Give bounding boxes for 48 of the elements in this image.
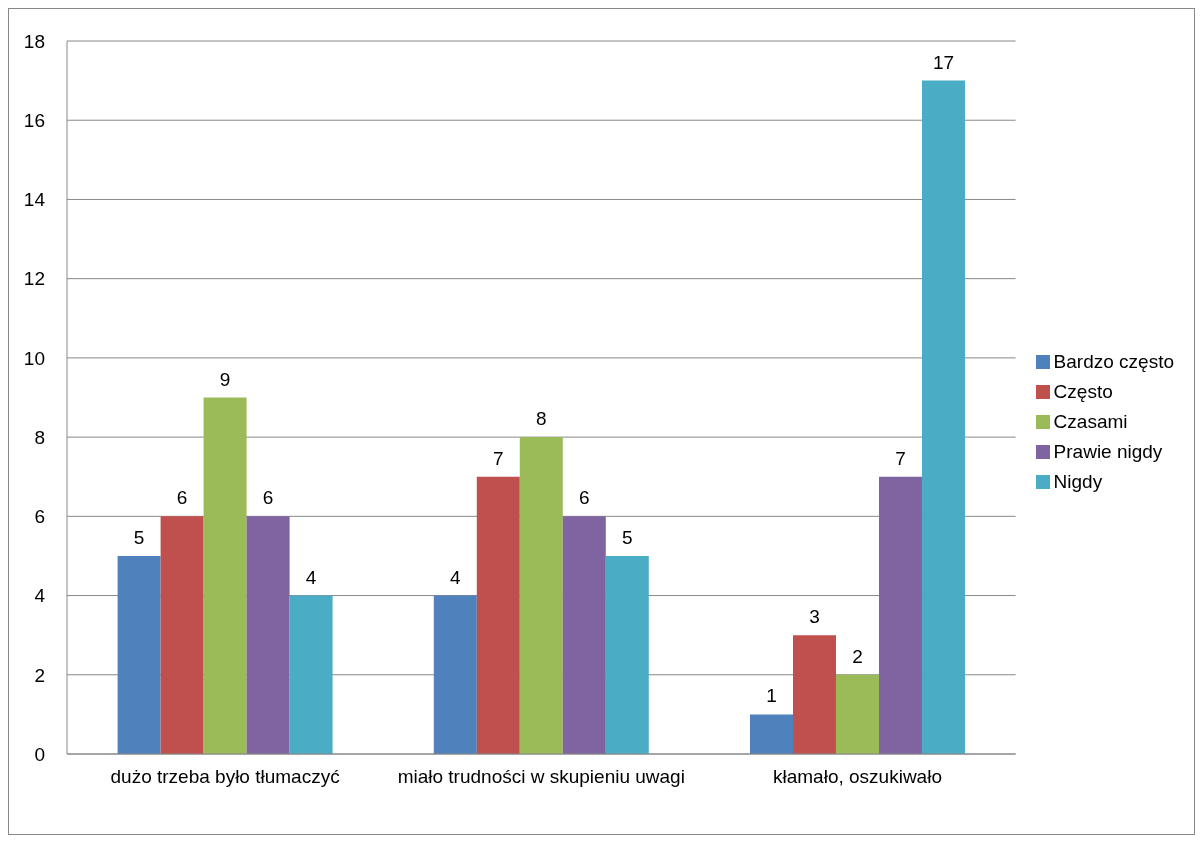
bar bbox=[476, 476, 520, 754]
y-tick-label: 16 bbox=[23, 109, 45, 131]
data-label: 7 bbox=[493, 447, 504, 469]
x-tick-label: dużo trzeba było tłumaczyć bbox=[110, 766, 340, 788]
legend-label: Czasami bbox=[1053, 410, 1128, 432]
data-label: 8 bbox=[536, 408, 547, 430]
bar bbox=[878, 476, 922, 754]
bar bbox=[160, 516, 204, 754]
bar bbox=[921, 80, 965, 754]
data-label: 4 bbox=[305, 566, 317, 588]
bar bbox=[605, 555, 649, 754]
bar bbox=[117, 555, 161, 754]
legend-label: Prawie nigdy bbox=[1053, 440, 1163, 462]
data-label: 2 bbox=[852, 645, 863, 667]
y-tick-label: 12 bbox=[23, 268, 45, 290]
bar bbox=[246, 516, 290, 754]
data-label: 6 bbox=[579, 487, 590, 509]
x-tick-label: miało trudności w skupieniu uwagi bbox=[397, 766, 685, 788]
data-label: 5 bbox=[622, 526, 633, 548]
bar bbox=[749, 714, 793, 754]
legend-label: Nigdy bbox=[1053, 470, 1103, 492]
data-label: 6 bbox=[176, 487, 188, 509]
data-label: 5 bbox=[133, 526, 145, 548]
y-tick-label: 4 bbox=[34, 585, 46, 607]
data-label: 9 bbox=[219, 368, 231, 390]
data-label: 7 bbox=[895, 447, 906, 469]
bar bbox=[433, 595, 477, 754]
data-label: 1 bbox=[766, 685, 777, 707]
legend-label: Często bbox=[1053, 380, 1113, 402]
data-label: 4 bbox=[450, 566, 461, 588]
bar bbox=[519, 437, 563, 754]
bar bbox=[835, 674, 879, 754]
y-tick-label: 14 bbox=[23, 189, 46, 211]
y-tick-label: 18 bbox=[23, 30, 45, 52]
bar bbox=[562, 516, 606, 754]
data-label: 17 bbox=[932, 51, 955, 73]
data-label: 6 bbox=[262, 487, 274, 509]
x-tick-label: kłamało, oszukiwało bbox=[773, 766, 942, 788]
legend-label: Bardzo często bbox=[1053, 350, 1174, 372]
y-tick-label: 2 bbox=[34, 664, 45, 686]
y-tick-label: 6 bbox=[34, 506, 45, 528]
bar bbox=[289, 595, 333, 754]
y-tick-label: 0 bbox=[34, 743, 45, 765]
bar bbox=[792, 635, 836, 754]
data-label: 3 bbox=[809, 606, 820, 628]
bar bbox=[203, 397, 247, 754]
y-tick-label: 10 bbox=[23, 347, 45, 369]
y-tick-label: 8 bbox=[34, 426, 45, 448]
